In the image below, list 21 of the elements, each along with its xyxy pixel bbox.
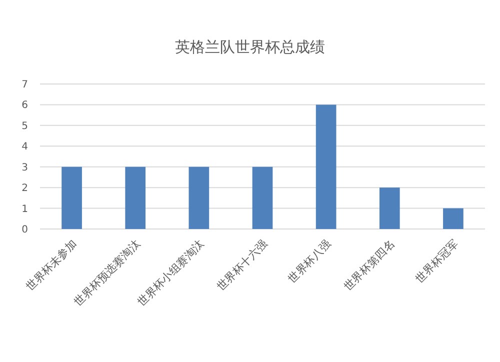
x-tick-label: 世界杯十六强 — [214, 237, 270, 294]
bar — [443, 208, 464, 229]
y-tick-label: 2 — [22, 183, 28, 194]
bar — [62, 166, 82, 229]
bar — [125, 166, 146, 229]
bar — [188, 166, 210, 229]
x-tick-label: 世界杯八强 — [286, 237, 334, 286]
bar — [316, 104, 336, 229]
y-tick-label: 0 — [22, 224, 28, 236]
x-tick-label: 世界杯第四名 — [341, 237, 398, 294]
y-tick-label: 3 — [22, 162, 28, 174]
x-tick-label: 世界杯未参加 — [23, 237, 80, 294]
y-tick-label: 6 — [22, 100, 28, 112]
y-tick-label: 1 — [22, 204, 28, 215]
bar — [379, 188, 400, 229]
y-tick-label: 7 — [22, 80, 28, 90]
chart-title: 英格兰队世界杯总成绩 — [175, 38, 325, 56]
bar — [252, 166, 273, 229]
x-tick-label: 世界杯冠军 — [412, 237, 461, 286]
y-tick-label: 4 — [22, 142, 28, 153]
y-tick-label: 5 — [22, 120, 28, 132]
